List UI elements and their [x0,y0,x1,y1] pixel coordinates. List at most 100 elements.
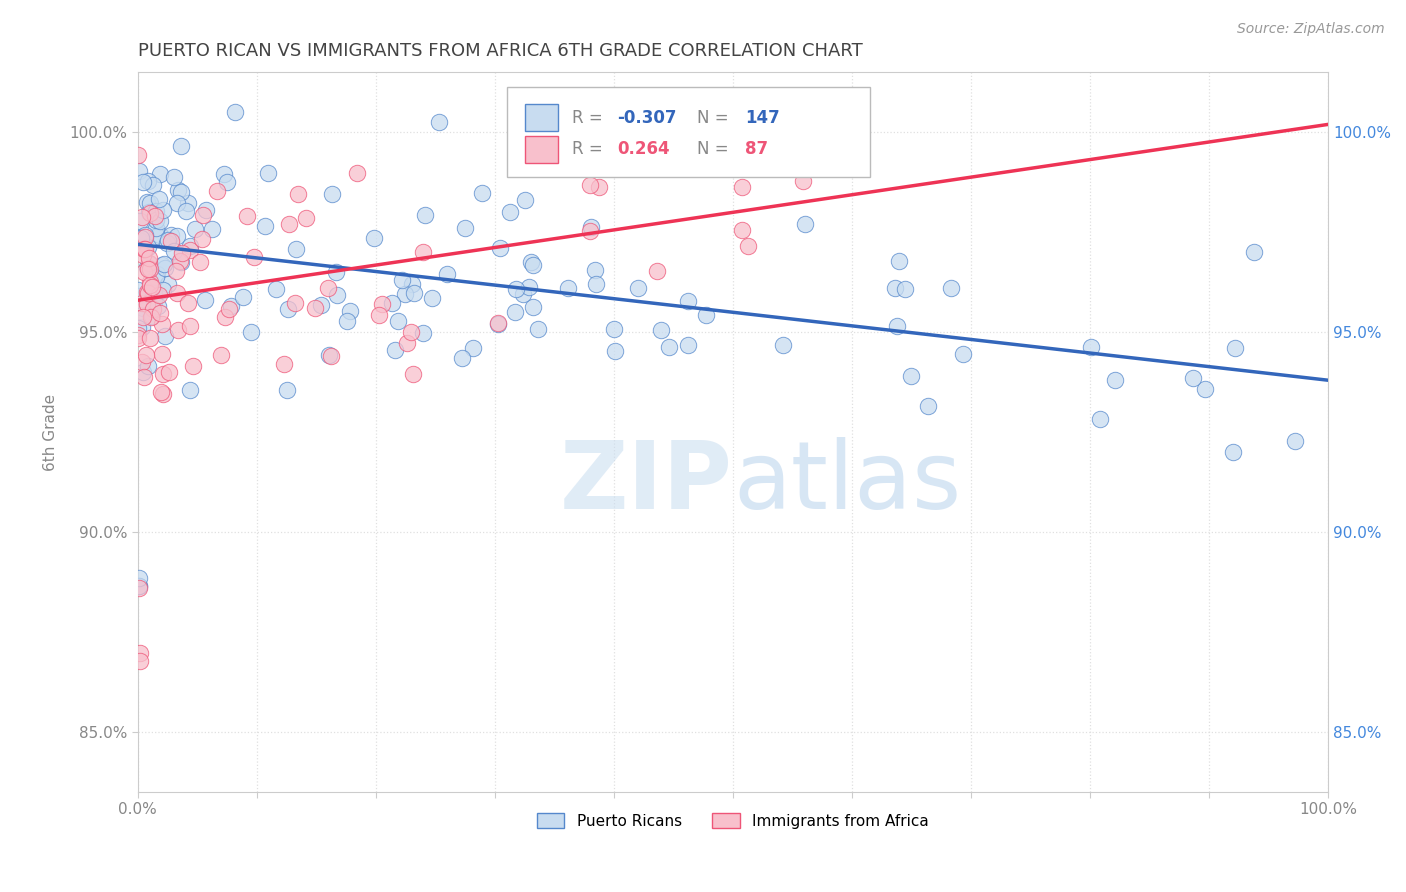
Point [526,322,548,336]
Point [145,212,167,227]
Point [195,203,218,218]
Point [603,322,626,336]
Point [583,262,606,277]
Point [149,213,172,227]
Point [503,305,526,319]
Point [321,186,343,201]
Point [188,254,211,268]
Point [1088,412,1111,426]
Point [157,233,180,247]
Point [412,245,434,260]
Point [522,300,544,314]
Text: N =: N = [697,109,734,127]
Point [136,285,159,300]
Point [149,167,172,181]
Point [131,355,153,369]
Point [900,368,922,383]
Point [412,326,434,341]
Point [128,579,150,593]
Text: 0.264: 0.264 [617,140,671,159]
Text: ZIP: ZIP [560,436,733,529]
Point [1284,434,1306,448]
Point [134,242,156,256]
Point [402,286,425,301]
Point [177,195,200,210]
Text: atlas: atlas [733,436,962,529]
Point [387,314,409,328]
Point [142,285,165,299]
Point [215,175,238,189]
Point [127,283,149,297]
Point [212,167,235,181]
Legend: Puerto Ricans, Immigrants from Africa: Puerto Ricans, Immigrants from Africa [531,806,935,835]
Point [136,174,159,188]
Point [139,275,162,289]
Point [129,214,152,228]
Point [129,231,152,245]
Point [264,282,287,296]
Point [1194,382,1216,396]
Point [129,646,152,660]
Point [792,173,814,187]
Point [170,139,193,153]
Point [463,341,485,355]
Point [127,289,149,303]
Point [149,306,172,320]
Point [138,251,160,265]
Point [194,293,217,308]
Point [672,144,695,158]
Text: 147: 147 [745,109,779,127]
Point [134,369,156,384]
Point [737,239,759,253]
Point [219,299,242,313]
Point [142,294,165,309]
Point [128,654,150,668]
Point [142,178,165,193]
Point [325,288,347,302]
Point [772,338,794,352]
Point [179,383,201,397]
Point [167,322,190,336]
Point [645,264,668,278]
Point [218,301,240,316]
Point [134,228,156,243]
Point [401,277,423,292]
Point [170,254,193,268]
Point [395,335,418,350]
Point [150,258,173,272]
Point [152,283,174,297]
Point [141,309,163,323]
Text: PUERTO RICAN VS IMMIGRANTS FROM AFRICA 6TH GRADE CORRELATION CHART: PUERTO RICAN VS IMMIGRANTS FROM AFRICA 6… [138,42,862,60]
Point [321,350,343,364]
Point [325,265,347,279]
Point [1243,245,1265,260]
Point [131,320,153,334]
Point [170,185,193,199]
Point [522,258,544,272]
Point [145,229,167,244]
Point [517,279,540,293]
Point [135,296,157,310]
Point [557,280,579,294]
Point [650,323,672,337]
Point [201,222,224,236]
Point [751,145,773,159]
Point [138,256,160,270]
Point [499,205,522,219]
Point [276,383,298,397]
Point [163,244,186,258]
Point [145,221,167,235]
Point [368,308,391,322]
Point [214,310,236,324]
Point [346,166,368,180]
Text: Source: ZipAtlas.com: Source: ZipAtlas.com [1237,22,1385,37]
Point [138,277,160,292]
Point [224,105,246,120]
Point [136,285,159,299]
Point [939,281,962,295]
Point [156,235,179,250]
Point [894,282,917,296]
Point [139,310,162,325]
Point [402,367,425,381]
Point [128,571,150,585]
